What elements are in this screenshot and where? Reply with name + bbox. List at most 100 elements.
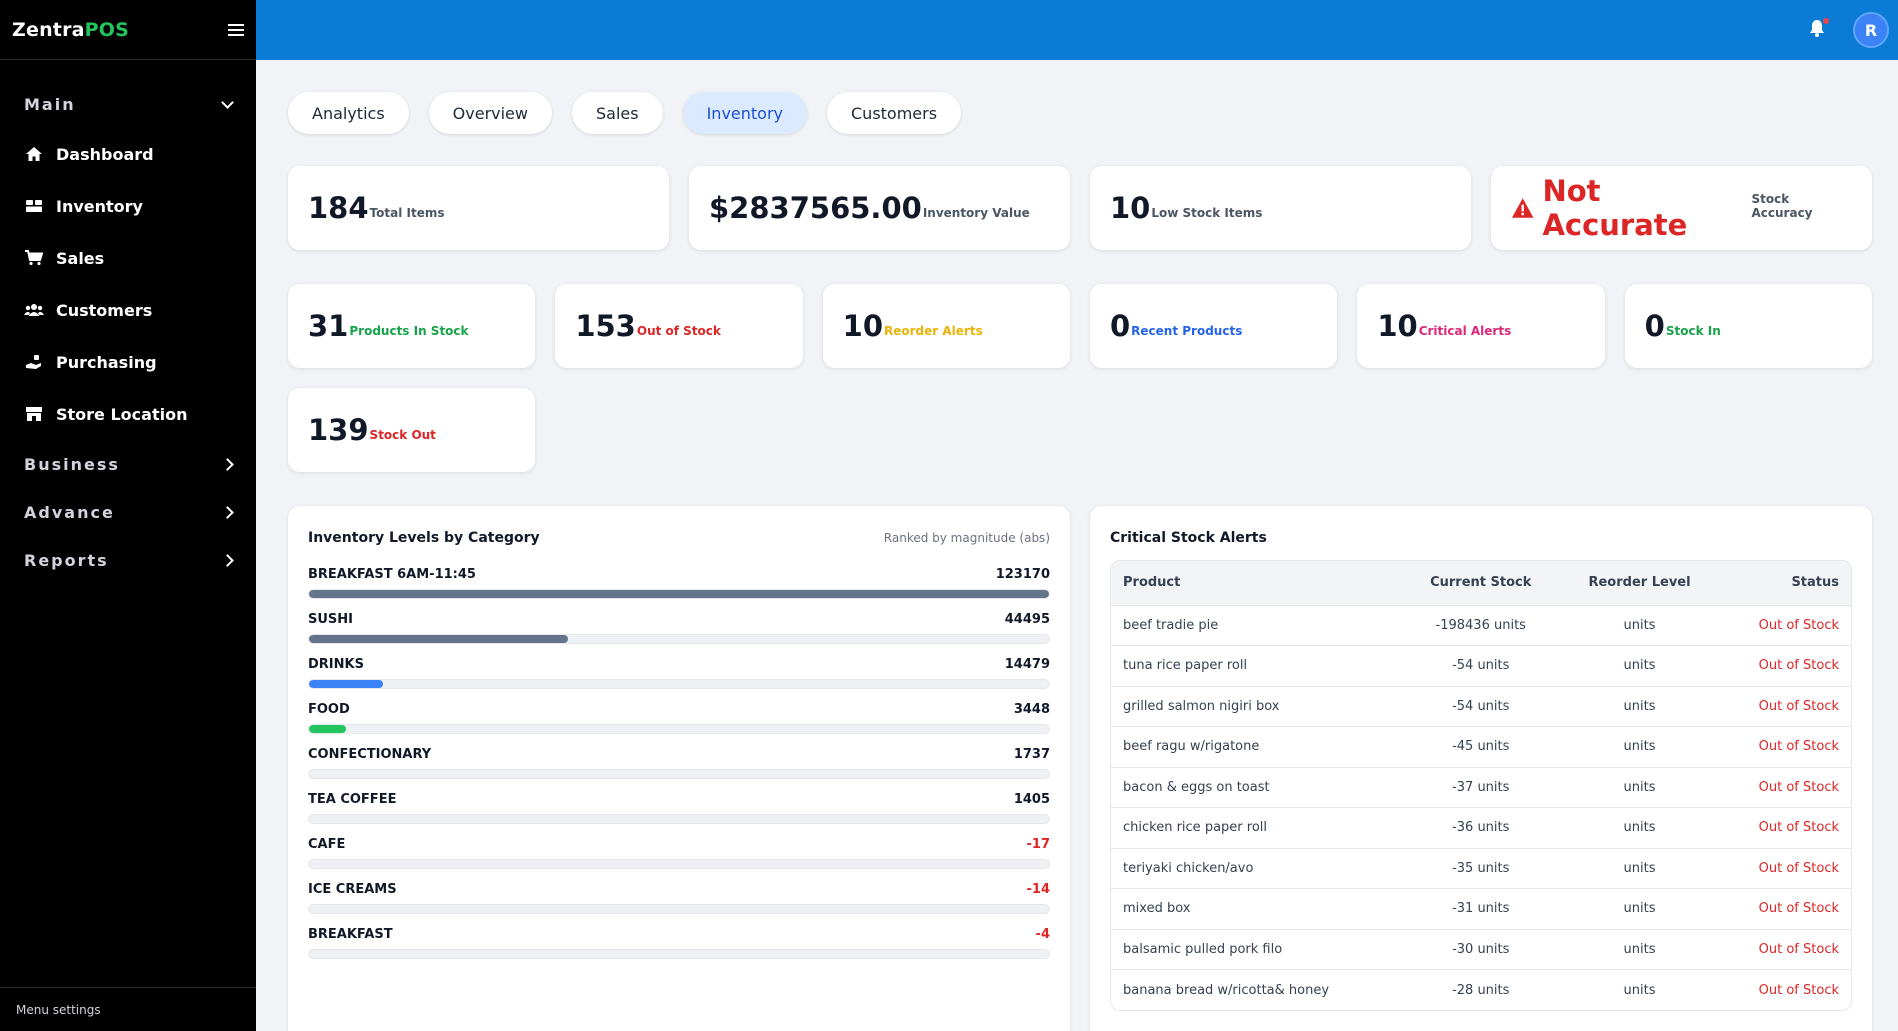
cell-product: chicken rice paper roll [1123, 820, 1267, 836]
cell-status: Out of Stock [1758, 779, 1839, 795]
category-value: 1405 [1013, 791, 1050, 807]
sidebar-section-reports[interactable]: Reports [0, 536, 256, 584]
column-header-status[interactable]: Status [1791, 575, 1839, 591]
table-row[interactable]: mixed box -31 units units Out of Stock [1111, 888, 1851, 930]
category-row: SUSHI 44495 [308, 609, 1050, 644]
sidebar-item-label: Store Location [56, 404, 188, 424]
category-bar-track [308, 589, 1050, 599]
chevron-down-icon [221, 95, 234, 109]
category-row: CONFECTIONARY 1737 [308, 744, 1050, 779]
panel-title: Critical Stock Alerts [1110, 530, 1267, 546]
brand-logo[interactable]: ZentraPOS [12, 19, 129, 41]
cell-product: beef tradie pie [1123, 617, 1219, 633]
panel-header: Critical Stock Alerts [1110, 526, 1852, 550]
cell-reorder-level: units [1623, 820, 1656, 836]
table-row[interactable]: teriyaki chicken/avo -35 units units Out of… [1111, 848, 1851, 889]
category-row: ICE CREAMS -14 [308, 879, 1050, 914]
stat-value: 10 [1110, 191, 1151, 225]
cell-status: Out of Stock [1758, 820, 1839, 836]
category-row: BREAKFAST 6AM-11:45 123170 [308, 564, 1050, 599]
category-bar-fill [309, 590, 1049, 598]
category-name: SUSHI [308, 611, 353, 627]
cell-reorder-level: units [1623, 698, 1656, 714]
table-row[interactable]: banana bread w/ricotta& honey -28 units un… [1111, 969, 1851, 1011]
category-value: 14479 [1004, 656, 1050, 672]
stat-card-stock-accuracy: Not Accurate Stock Accuracy [1491, 166, 1872, 250]
user-avatar[interactable]: R [1853, 12, 1889, 48]
sidebar-section-label: Advance [24, 502, 115, 522]
category-row: TEA COFFEE 1405 [308, 789, 1050, 824]
cell-current-stock: -54 units [1452, 698, 1510, 714]
stat-card-products-in-stock: 31 Products In Stock [288, 284, 536, 368]
stat-value: Not Accurate [1542, 174, 1688, 242]
sidebar-item-purchasing[interactable]: Purchasing [0, 336, 256, 388]
column-header-product[interactable]: Product [1123, 575, 1181, 591]
panel-title: Inventory Levels by Category [308, 530, 540, 546]
cell-status: Out of Stock [1758, 941, 1839, 957]
tab-customers[interactable]: Customers [827, 92, 962, 134]
category-name: DRINKS [308, 656, 364, 672]
cell-current-stock: -28 units [1452, 982, 1510, 998]
table-row[interactable]: beef tradie pie -198436 units units Out of … [1111, 605, 1851, 646]
table-row[interactable]: balsamic pulled pork filo -30 units units O… [1111, 929, 1851, 970]
store-icon [24, 404, 44, 424]
menu-settings-label: Menu settings [16, 1002, 101, 1017]
sidebar-item-store-location[interactable]: Store Location [0, 388, 256, 440]
column-header-current-stock[interactable]: Current Stock [1430, 575, 1532, 591]
sidebar-section-advance[interactable]: Advance [0, 488, 256, 536]
stat-label: Total Items [369, 206, 445, 220]
menu-toggle-icon[interactable] [228, 23, 244, 36]
category-value: -4 [1035, 926, 1050, 942]
tab-sales[interactable]: Sales [571, 92, 663, 134]
table-row[interactable]: chicken rice paper roll -36 units units Out… [1111, 807, 1851, 849]
category-bar-fill [309, 680, 383, 688]
alerts-table: Product Current Stock Reorder Level Stat… [1111, 561, 1851, 1010]
cell-current-stock: -31 units [1452, 901, 1510, 917]
inventory-levels-panel: Inventory Levels by Category Ranked by m… [288, 506, 1070, 1031]
bell-icon[interactable] [1807, 18, 1829, 40]
sidebar-item-sales[interactable]: Sales [0, 232, 256, 284]
summary-stats-row: 184 Total Items $2837565.00 Inventory Va… [288, 166, 1872, 250]
cell-current-stock: -54 units [1452, 658, 1510, 674]
stat-card-reorder-alerts: 10 Reorder Alerts [822, 284, 1070, 368]
category-name: FOOD [308, 701, 350, 717]
table-row[interactable]: grilled salmon nigiri box -54 units units O… [1111, 686, 1851, 727]
cell-reorder-level: units [1623, 739, 1656, 755]
tab-inventory[interactable]: Inventory [682, 92, 807, 134]
stat-label: Out of Stock [636, 324, 721, 338]
panels-row: Inventory Levels by Category Ranked by m… [288, 506, 1872, 1031]
sidebar-section-business[interactable]: Business [0, 440, 256, 488]
sidebar-item-inventory[interactable]: Inventory [0, 180, 256, 232]
cell-reorder-level: units [1623, 658, 1656, 674]
main-content: Analytics Overview Sales Inventory Custo… [256, 60, 1898, 1031]
category-bar-track [308, 724, 1050, 734]
category-list: BREAKFAST 6AM-11:45 123170 SUSHI 44495 DRINK… [308, 564, 1050, 959]
stat-label: Stock Accuracy [1751, 192, 1813, 220]
category-name: CAFE [308, 836, 346, 852]
tab-overview[interactable]: Overview [428, 92, 552, 134]
sidebar-item-dashboard[interactable]: Dashboard [0, 128, 256, 180]
brand-accent: POS [84, 18, 130, 41]
stat-card-stock-in: 0 Stock In [1624, 284, 1872, 368]
tab-analytics[interactable]: Analytics [288, 92, 409, 134]
cell-product: teriyaki chicken/avo [1123, 860, 1254, 876]
column-header-reorder-level[interactable]: Reorder Level [1588, 575, 1691, 591]
cell-reorder-level: units [1623, 617, 1656, 633]
table-row[interactable]: beef ragu w/rigatone -45 units units Out of… [1111, 726, 1851, 768]
category-bar-track [308, 949, 1050, 959]
menu-settings-link[interactable]: Menu settings [0, 987, 256, 1031]
category-row-header: FOOD 3448 [308, 699, 1050, 719]
cell-reorder-level: units [1623, 901, 1656, 917]
sidebar-section-main[interactable]: Main [0, 80, 256, 128]
stat-value: 184 [308, 191, 369, 225]
sidebar-nav: Main Dashboard Inventory Sales Custo [0, 60, 256, 584]
stat-label: Stock Out [369, 428, 436, 442]
sidebar-item-customers[interactable]: Customers [0, 284, 256, 336]
table-row[interactable]: bacon & eggs on toast -37 units units Out o… [1111, 767, 1851, 808]
cell-status: Out of Stock [1758, 698, 1839, 714]
stat-label: Stock In [1665, 324, 1721, 338]
cell-status: Out of Stock [1758, 617, 1839, 633]
sidebar-item-label: Sales [56, 248, 105, 268]
table-row[interactable]: tuna rice paper roll -54 units units Out of… [1111, 645, 1851, 687]
stat-label: Inventory Value [922, 206, 1030, 220]
